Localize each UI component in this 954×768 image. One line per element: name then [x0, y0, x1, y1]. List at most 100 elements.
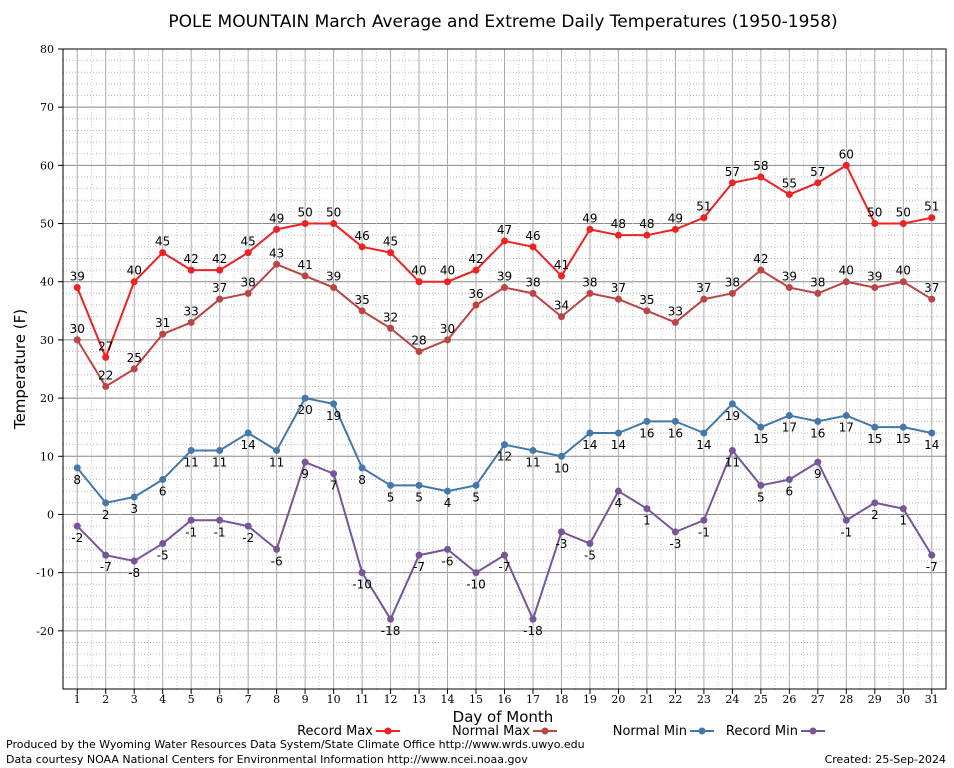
x-tick-label: 22: [668, 693, 682, 706]
x-tick-label: 18: [554, 693, 568, 706]
data-point: [757, 423, 765, 431]
y-axis-ticks: -20 -10 0 10 20 30 40 50 60 70 80: [36, 43, 63, 638]
data-point: [244, 249, 252, 257]
data-point: [358, 464, 366, 472]
x-tick-label: 21: [640, 693, 654, 706]
data-label: 27: [98, 339, 113, 353]
data-label: 12: [497, 450, 512, 464]
data-label: 50: [896, 206, 911, 220]
data-label: 22: [98, 368, 113, 382]
x-tick-label: 26: [782, 693, 796, 706]
data-point: [785, 190, 793, 198]
y-tick-label: 80: [40, 43, 54, 56]
data-point: [586, 225, 594, 233]
data-label: -7: [100, 560, 112, 574]
x-tick-label: 8: [273, 693, 280, 706]
data-point: [871, 220, 879, 228]
data-label: 50: [867, 206, 882, 220]
data-point: [700, 214, 708, 222]
data-point: [415, 551, 423, 559]
data-label: -5: [157, 549, 169, 563]
data-label: 48: [611, 217, 626, 231]
data-label: -5: [584, 549, 596, 563]
data-point: [301, 220, 309, 228]
data-point: [871, 423, 879, 431]
data-label: 1: [643, 514, 651, 528]
data-point: [159, 330, 167, 338]
data-label: 14: [582, 438, 597, 452]
data-label: 41: [554, 258, 569, 272]
data-point: [871, 499, 879, 507]
data-point: [301, 458, 309, 466]
data-point: [330, 220, 338, 228]
data-point: [501, 441, 508, 449]
footer-created: Created: 25-Sep-2024: [825, 753, 946, 766]
data-label: 42: [753, 252, 768, 266]
data-point: [928, 551, 936, 559]
data-label: 51: [696, 200, 711, 214]
y-tick-label: 60: [40, 159, 54, 172]
data-label: 33: [668, 304, 683, 318]
data-label: 5: [415, 490, 423, 504]
data-label: 40: [839, 264, 854, 278]
data-point: [73, 284, 81, 292]
y-tick-label: -20: [36, 625, 54, 638]
data-label: 35: [354, 293, 369, 307]
data-point: [928, 214, 936, 222]
data-point: [643, 231, 651, 239]
data-point: [814, 417, 822, 425]
data-point: [102, 382, 110, 390]
data-point: [472, 301, 480, 309]
data-label: -2: [242, 531, 254, 545]
data-label: 40: [440, 264, 455, 278]
data-label: 45: [383, 235, 398, 249]
x-tick-label: 11: [355, 693, 369, 706]
data-point: [728, 446, 736, 454]
data-label: 6: [159, 485, 167, 499]
data-point: [444, 336, 452, 344]
data-point: [671, 417, 679, 425]
y-tick-label: 0: [47, 508, 54, 521]
data-label: 45: [155, 235, 170, 249]
data-label: 46: [525, 229, 540, 243]
data-label: 14: [924, 438, 939, 452]
data-point: [472, 481, 480, 489]
data-label: 37: [924, 281, 939, 295]
data-label: 15: [867, 432, 882, 446]
x-tick-label: 6: [216, 693, 223, 706]
data-point: [472, 266, 480, 274]
data-point: [728, 179, 736, 187]
data-point: [387, 249, 395, 257]
data-point: [614, 231, 622, 239]
data-label: 42: [468, 252, 483, 266]
data-point: [557, 528, 565, 536]
data-point: [102, 499, 110, 507]
data-label: 14: [611, 438, 626, 452]
data-point: [643, 307, 651, 315]
data-point: [501, 237, 508, 245]
data-point: [102, 353, 110, 361]
data-point: [671, 225, 679, 233]
data-point: [330, 400, 338, 408]
x-tick-label: 14: [441, 693, 455, 706]
data-label: 17: [782, 421, 797, 435]
data-label: -3: [669, 537, 681, 551]
data-label: 57: [810, 165, 825, 179]
data-label: 43: [269, 246, 284, 260]
data-label: 40: [896, 264, 911, 278]
x-tick-label: 5: [188, 693, 195, 706]
data-label: 49: [668, 211, 683, 225]
data-label: -6: [442, 554, 454, 568]
data-label: 20: [297, 403, 312, 417]
data-point: [842, 278, 850, 286]
data-point: [444, 487, 452, 495]
data-point: [273, 446, 281, 454]
data-point: [586, 540, 594, 548]
data-label: 40: [127, 264, 142, 278]
data-label: 47: [497, 223, 512, 237]
data-label: -18: [381, 624, 401, 638]
data-point: [415, 348, 423, 356]
data-label: 11: [212, 455, 227, 469]
data-point: [842, 412, 850, 420]
